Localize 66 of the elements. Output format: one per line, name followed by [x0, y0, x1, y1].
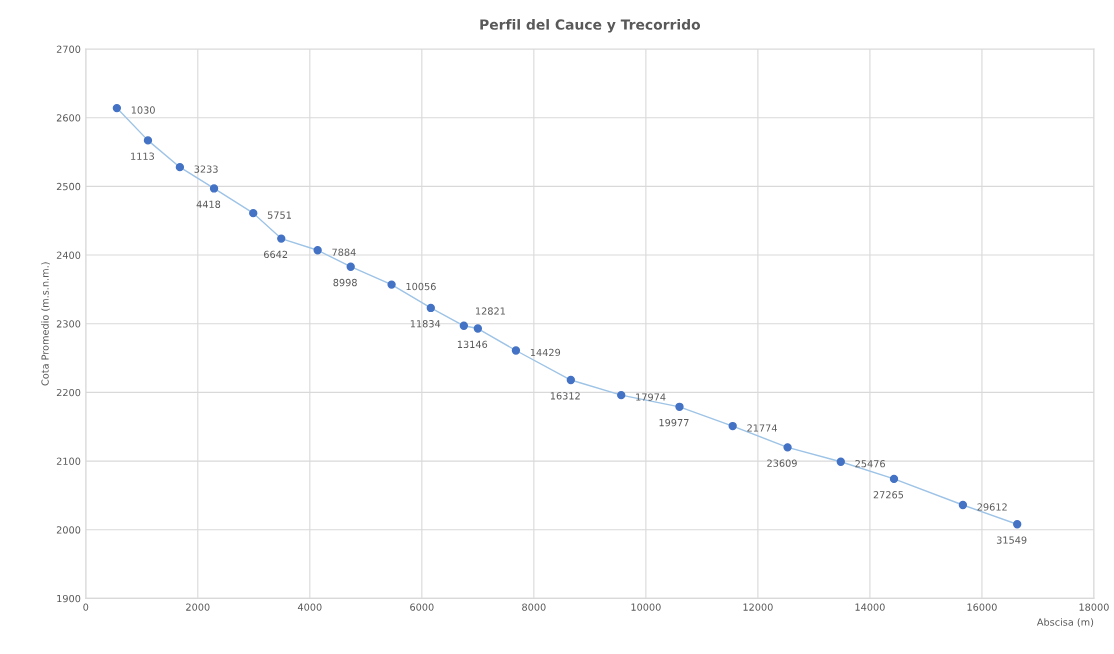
x-tick-label: 16000 — [967, 603, 997, 611]
annotation: 1030 — [131, 106, 155, 114]
point — [511, 346, 521, 355]
point — [473, 324, 483, 333]
point — [249, 209, 258, 218]
annotation: 7884 — [332, 248, 356, 256]
x-tick-label: 4000 — [297, 603, 322, 611]
point — [277, 234, 286, 243]
point — [459, 321, 469, 330]
annotation: 11834 — [410, 320, 441, 328]
x-tick-label: 0 — [83, 603, 89, 611]
point — [617, 390, 626, 400]
annotation: 16312 — [550, 392, 580, 400]
x-tick-label: 14000 — [855, 603, 885, 611]
y-tick-label: 2200 — [56, 388, 81, 397]
annotation: 8998 — [333, 278, 357, 287]
annotation: 29612 — [977, 503, 1007, 511]
point — [728, 421, 737, 431]
x-tick-label: 12000 — [743, 603, 773, 611]
annotation: 3233 — [194, 165, 218, 173]
y-tick-label: 2700 — [56, 45, 81, 53]
y-tick-label: 2500 — [56, 182, 81, 191]
point — [958, 500, 968, 510]
annotation: 5751 — [267, 211, 291, 219]
point — [889, 474, 899, 484]
annotation: 17974 — [636, 393, 666, 401]
annotation: 14429 — [530, 348, 561, 357]
x-tick-label: 2000 — [186, 603, 210, 611]
annotation: 4418 — [196, 200, 221, 208]
point — [112, 103, 122, 113]
point — [209, 184, 219, 193]
annotation: 13146 — [457, 340, 488, 349]
point — [566, 375, 575, 385]
x-tick-label: 8000 — [522, 603, 546, 611]
annotation: 31549 — [996, 536, 1027, 544]
y-tick-label: 2300 — [56, 320, 81, 328]
annotation: 6642 — [264, 250, 288, 259]
y-tick-label: 2600 — [56, 114, 81, 122]
point — [175, 162, 185, 172]
x-tick-label: 18000 — [1079, 603, 1109, 611]
y-tick-label: 2400 — [56, 251, 81, 259]
point — [426, 303, 435, 313]
annotation: 1113 — [131, 152, 154, 160]
x-tick-label: 6000 — [410, 603, 434, 611]
annotation: 21774 — [747, 424, 777, 432]
point — [836, 457, 845, 466]
annotation: 23609 — [767, 459, 797, 467]
y-axis-title: Cota Promedio (m.s.n.m.) — [41, 262, 50, 386]
y-tick-label: 1900 — [57, 594, 81, 603]
annotation: 27265 — [873, 491, 904, 499]
point — [783, 443, 792, 452]
annotation: 10056 — [406, 282, 436, 291]
y-tick-label: 2000 — [56, 526, 81, 534]
point — [1013, 520, 1022, 529]
y-tick-label: 2100 — [56, 457, 81, 465]
point — [387, 280, 396, 289]
point — [143, 136, 153, 145]
x-axis-title: Abscisa (m) — [1036, 618, 1094, 627]
chart-title: Perfil del Cauce y Trecorrido — [480, 19, 701, 33]
point — [313, 246, 322, 255]
x-tick-label: 10000 — [631, 603, 661, 611]
point — [675, 402, 684, 411]
annotation: 19977 — [659, 418, 689, 427]
annotation: 12821 — [476, 307, 505, 315]
point — [346, 262, 355, 271]
annotation: 25476 — [855, 460, 885, 468]
